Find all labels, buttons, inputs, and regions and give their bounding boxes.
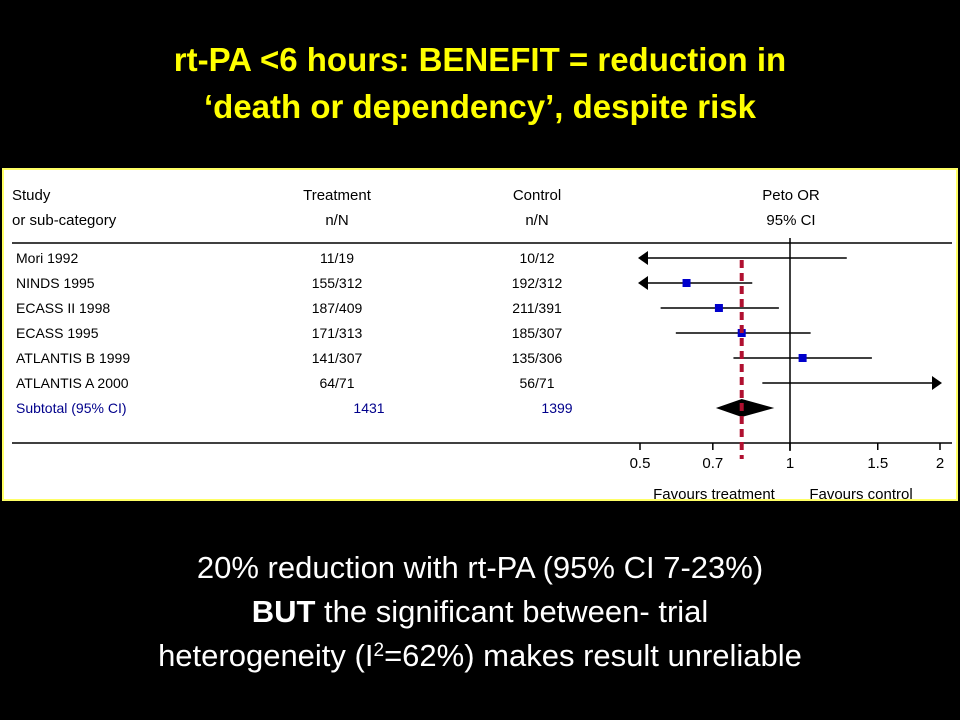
point-estimate [798,354,807,362]
footer-line-3-pre: heterogeneity (I [158,638,374,673]
point-estimate [682,279,691,287]
study-name: ATLANTIS B 1999 [16,350,130,366]
ci-arrow-left [638,251,648,265]
study-name: NINDS 1995 [16,275,95,291]
treatment-value: 64/71 [319,375,354,391]
footer-line-1: 20% reduction with rt-PA (95% CI 7-23%) [196,550,764,585]
control-value: 185/307 [512,325,563,341]
header-control: Control [513,187,561,204]
x-tick-label: 1.5 [867,455,888,472]
subtotal-treatment: 1431 [353,400,384,416]
ci-arrow-left [638,276,648,290]
footer-line-2: BUT the significant between- trial [0,590,960,634]
study-name: ECASS II 1998 [16,300,110,316]
ci-arrow-right [932,376,942,390]
study-name: ECASS 1995 [16,325,99,341]
footer-line-2-text: the significant between- trial [315,594,709,629]
slide-footer: 20% reduction with rt-PA (95% CI 7-23%) … [0,546,960,678]
control-value: 10/12 [519,250,554,266]
x-tick-label: 1 [786,455,794,472]
subtotal-name: Subtotal (95% CI) [16,400,127,416]
header-study: Study [12,187,51,204]
control-value: 211/391 [512,300,562,316]
treatment-value: 11/19 [320,250,354,266]
control-value: 192/312 [512,275,563,291]
treatment-value: 155/312 [312,275,363,291]
header-treatment-sub: n/N [325,212,348,229]
footer-line-3-post: =62%) makes result unreliable [384,638,802,673]
header-peto-or: Peto OR [762,187,820,204]
forest-plot: Study or sub-category Treatment n/N Control n… [12,187,952,499]
x-tick-label: 0.5 [630,455,651,472]
forest-plot-panel: Study or sub-category Treatment n/N Control n… [2,168,958,501]
footer-superscript: 2 [373,640,385,661]
subtotal-control: 1399 [541,400,572,416]
footer-line-3: heterogeneity (I2=62%) makes result unre… [0,634,960,678]
title-line-1: rt-PA <6 hours: BENEFIT = reduction in [173,41,787,78]
title-line-2: ‘death or dependency’, despite risk [204,88,756,125]
footer-emphasis: BUT [251,594,316,629]
treatment-value: 171/313 [312,325,363,341]
header-control-sub: n/N [525,212,548,229]
control-value: 56/71 [519,375,554,391]
favours-control-label: Favours control [809,486,912,499]
header-treatment: Treatment [303,187,372,204]
study-name: ATLANTIS A 2000 [16,375,129,391]
subtotal-diamond [715,399,775,417]
x-tick-label: 0.7 [702,455,723,472]
treatment-value: 141/307 [312,350,363,366]
point-estimate [714,304,723,312]
study-name: Mori 1992 [16,250,78,266]
x-tick-label: 2 [936,455,944,472]
control-value: 135/306 [512,350,563,366]
treatment-value: 187/409 [312,300,363,316]
header-ci: 95% CI [766,212,815,229]
favours-treatment-label: Favours treatment [653,486,776,499]
header-study-sub: or sub-category [12,212,117,229]
slide-title: rt-PA <6 hours: BENEFIT = reduction in ‘… [0,36,960,130]
